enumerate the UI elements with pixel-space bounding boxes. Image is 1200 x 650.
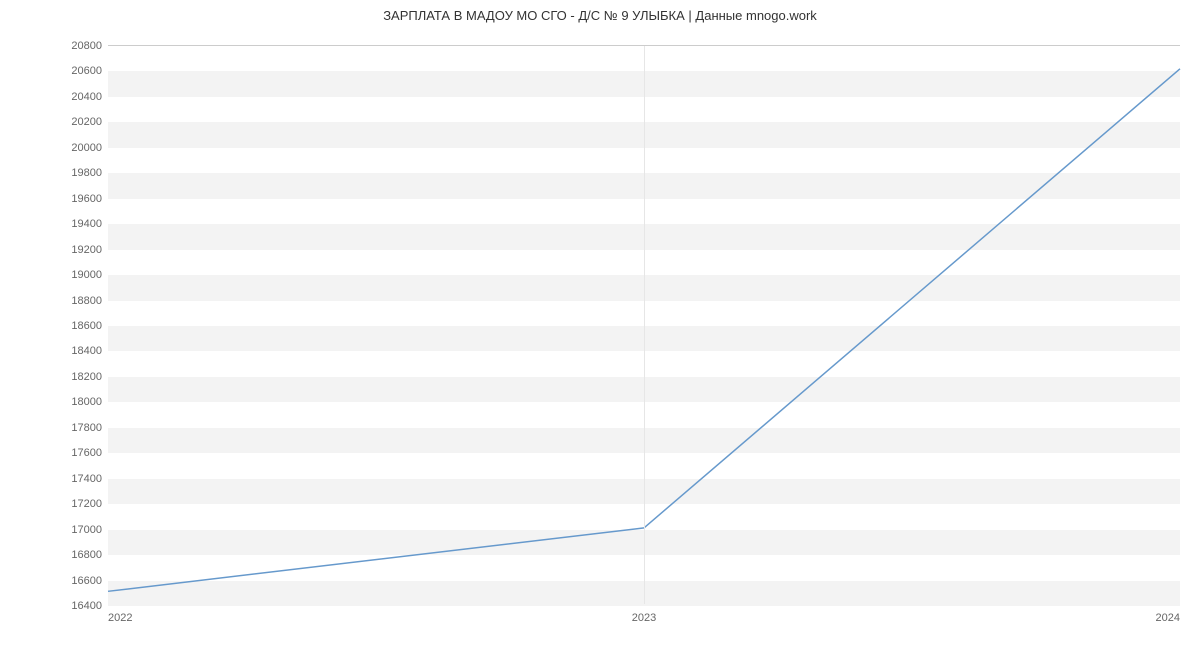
y-tick-label: 19600 bbox=[71, 193, 102, 205]
x-tick-label: 2022 bbox=[108, 612, 132, 624]
y-tick-label: 17800 bbox=[71, 422, 102, 434]
y-tick-label: 18600 bbox=[71, 320, 102, 332]
y-tick-label: 18200 bbox=[71, 371, 102, 383]
y-tick-label: 17400 bbox=[71, 473, 102, 485]
salary-line-chart: ЗАРПЛАТА В МАДОУ МО СГО - Д/С № 9 УЛЫБКА… bbox=[0, 0, 1200, 650]
y-tick-label: 19200 bbox=[71, 244, 102, 256]
y-tick-label: 18000 bbox=[71, 396, 102, 408]
x-tick-label: 2024 bbox=[1156, 612, 1180, 624]
x-tick-label: 2023 bbox=[632, 612, 656, 624]
y-tick-label: 17000 bbox=[71, 524, 102, 536]
y-tick-label: 16800 bbox=[71, 549, 102, 561]
y-tick-label: 18400 bbox=[71, 345, 102, 357]
y-tick-label: 20200 bbox=[71, 116, 102, 128]
y-tick-label: 19000 bbox=[71, 269, 102, 281]
y-tick-label: 16600 bbox=[71, 575, 102, 587]
x-gridline bbox=[644, 46, 645, 604]
y-tick-label: 20800 bbox=[71, 40, 102, 52]
y-tick-label: 19400 bbox=[71, 218, 102, 230]
y-tick-label: 20000 bbox=[71, 142, 102, 154]
y-tick-label: 17600 bbox=[71, 447, 102, 459]
chart-title: ЗАРПЛАТА В МАДОУ МО СГО - Д/С № 9 УЛЫБКА… bbox=[0, 8, 1200, 23]
y-tick-label: 17200 bbox=[71, 498, 102, 510]
y-tick-label: 19800 bbox=[71, 167, 102, 179]
y-tick-label: 20400 bbox=[71, 91, 102, 103]
y-tick-label: 18800 bbox=[71, 295, 102, 307]
plot-area: 1640016600168001700017200174001760017800… bbox=[108, 45, 1180, 605]
y-tick-label: 20600 bbox=[71, 65, 102, 77]
y-tick-label: 16400 bbox=[71, 600, 102, 612]
